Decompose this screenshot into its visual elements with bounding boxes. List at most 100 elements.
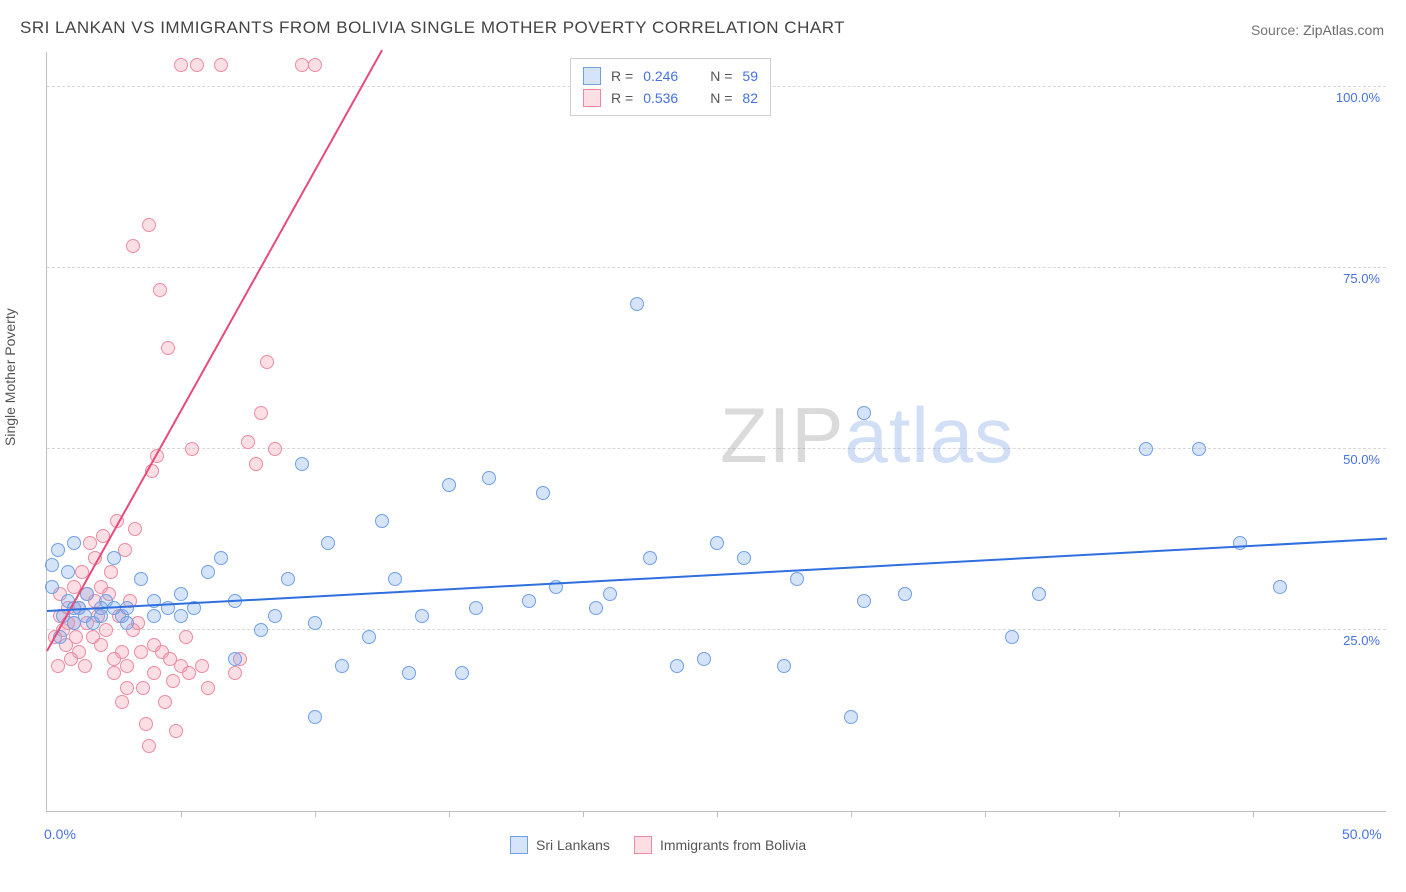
data-point-blue [455, 666, 469, 680]
data-point-blue [321, 536, 335, 550]
series-name-pink: Immigrants from Bolivia [660, 837, 806, 853]
data-point-blue [1032, 587, 1046, 601]
data-point-blue [630, 297, 644, 311]
y-axis-label: 100.0% [1336, 90, 1380, 105]
legend-item-blue: Sri Lankans [510, 836, 610, 854]
data-point-pink [268, 442, 282, 456]
data-point-blue [710, 536, 724, 550]
data-point-pink [134, 645, 148, 659]
legend-series: Sri Lankans Immigrants from Bolivia [510, 836, 806, 854]
data-point-pink [254, 406, 268, 420]
gridline [47, 629, 1386, 630]
stat-R-label: R = [611, 68, 633, 84]
stat-N-label: N = [710, 68, 732, 84]
data-point-blue [375, 514, 389, 528]
data-point-blue [589, 601, 603, 615]
data-point-pink [126, 239, 140, 253]
data-point-pink [201, 681, 215, 695]
source-label: Source: [1251, 22, 1299, 38]
data-point-blue [790, 572, 804, 586]
data-point-blue [214, 551, 228, 565]
data-point-blue [254, 623, 268, 637]
data-point-pink [153, 283, 167, 297]
data-point-blue [522, 594, 536, 608]
data-point-pink [139, 717, 153, 731]
legend-stats-row-pink: R = 0.536 N = 82 [583, 87, 758, 109]
data-point-blue [536, 486, 550, 500]
data-point-blue [201, 565, 215, 579]
data-point-blue [281, 572, 295, 586]
stat-N-label: N = [710, 90, 732, 106]
data-point-blue [174, 609, 188, 623]
data-point-blue [268, 609, 282, 623]
data-point-blue [737, 551, 751, 565]
data-point-blue [898, 587, 912, 601]
data-point-pink [308, 58, 322, 72]
data-point-pink [147, 666, 161, 680]
data-point-pink [260, 355, 274, 369]
data-point-pink [104, 565, 118, 579]
plot-area: 25.0%50.0%75.0%100.0% [46, 52, 1386, 812]
stat-R-blue: 0.246 [643, 68, 678, 84]
data-point-blue [777, 659, 791, 673]
x-axis-label: 0.0% [44, 826, 76, 842]
data-point-blue [1005, 630, 1019, 644]
data-point-blue [857, 406, 871, 420]
x-tick [985, 811, 986, 817]
data-point-blue [388, 572, 402, 586]
x-tick [717, 811, 718, 817]
x-tick [583, 811, 584, 817]
data-point-pink [241, 435, 255, 449]
data-point-pink [99, 623, 113, 637]
x-tick [1119, 811, 1120, 817]
data-point-blue [482, 471, 496, 485]
data-point-blue [107, 551, 121, 565]
data-point-blue [67, 536, 81, 550]
data-point-pink [83, 536, 97, 550]
chart-container: SRI LANKAN VS IMMIGRANTS FROM BOLIVIA SI… [0, 0, 1406, 892]
data-point-blue [308, 616, 322, 630]
data-point-pink [115, 695, 129, 709]
stat-R-pink: 0.536 [643, 90, 678, 106]
stat-N-pink: 82 [742, 90, 758, 106]
data-point-blue [415, 609, 429, 623]
x-tick [449, 811, 450, 817]
y-axis-label: 25.0% [1343, 633, 1380, 648]
data-point-blue [670, 659, 684, 673]
data-point-pink [120, 659, 134, 673]
chart-title: SRI LANKAN VS IMMIGRANTS FROM BOLIVIA SI… [20, 18, 845, 38]
source-value: ZipAtlas.com [1303, 22, 1384, 38]
data-point-pink [166, 674, 180, 688]
x-tick [851, 811, 852, 817]
data-point-blue [45, 558, 59, 572]
data-point-pink [179, 630, 193, 644]
swatch-pink [634, 836, 652, 854]
data-point-pink [72, 645, 86, 659]
x-axis-label: 50.0% [1342, 826, 1382, 842]
data-point-blue [442, 478, 456, 492]
data-point-blue [402, 666, 416, 680]
data-point-pink [78, 659, 92, 673]
data-point-blue [51, 543, 65, 557]
data-point-blue [1139, 442, 1153, 456]
data-point-pink [51, 659, 65, 673]
source-citation: Source: ZipAtlas.com [1251, 22, 1384, 38]
data-point-pink [69, 630, 83, 644]
data-point-pink [142, 218, 156, 232]
data-point-pink [158, 695, 172, 709]
legend-stats: R = 0.246 N = 59 R = 0.536 N = 82 [570, 58, 771, 116]
x-tick [315, 811, 316, 817]
data-point-pink [107, 666, 121, 680]
data-point-pink [161, 341, 175, 355]
y-axis-label: 50.0% [1343, 452, 1380, 467]
data-point-blue [603, 587, 617, 601]
data-point-blue [1273, 580, 1287, 594]
data-point-pink [214, 58, 228, 72]
data-point-blue [134, 572, 148, 586]
data-point-blue [697, 652, 711, 666]
data-point-blue [308, 710, 322, 724]
data-point-blue [643, 551, 657, 565]
data-point-blue [362, 630, 376, 644]
data-point-blue [335, 659, 349, 673]
data-point-pink [169, 724, 183, 738]
